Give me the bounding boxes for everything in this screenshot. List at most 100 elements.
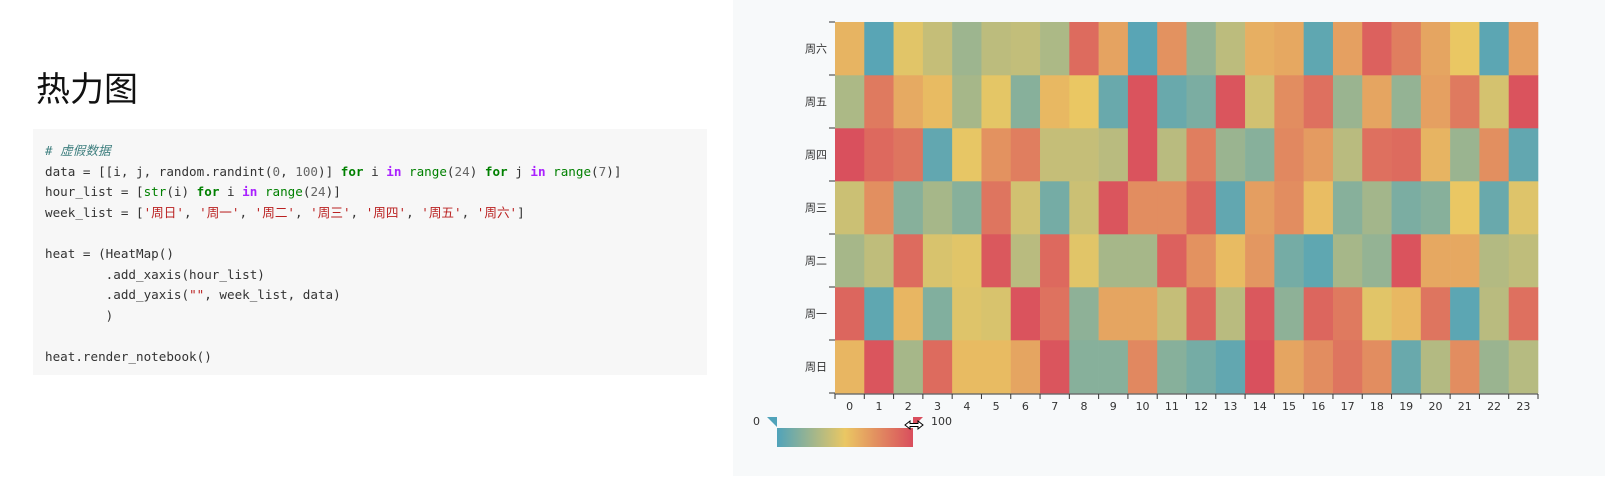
code-token: )]: [317, 163, 341, 179]
heatmap-cell: [1332, 181, 1363, 235]
heatmap-cell: [1420, 22, 1451, 76]
heatmap-cell: [922, 75, 953, 129]
heatmap-cell: [1274, 287, 1304, 341]
heatmap-cell: [1450, 181, 1480, 235]
heatmap-cell: [864, 181, 894, 235]
heatmap-cell: [922, 128, 953, 182]
code-token: '周二': [254, 204, 295, 220]
heatmap-cell: [1010, 234, 1041, 288]
heatmap-cell: [981, 340, 1012, 394]
code-token: 0: [272, 163, 281, 179]
heatmap-cell: [1127, 340, 1158, 394]
heatmap-cell: [1098, 22, 1129, 76]
code-token: [257, 184, 265, 199]
code-block[interactable]: # 虚假数据 data = [[i, j, random.randint(0, 1…: [33, 129, 707, 375]
heatmap-cell: [1450, 287, 1480, 341]
code-token: [401, 164, 409, 179]
heatmap-cell: [1303, 181, 1334, 235]
heatmap-cell: [922, 181, 953, 235]
heatmap-cell: [835, 75, 865, 129]
x-tick-label: 6: [1022, 400, 1029, 413]
heatmap-cell: [1450, 340, 1480, 394]
heatmap-cell: [893, 128, 924, 182]
code-token: in: [386, 163, 402, 179]
code-line: hour_list = [str(i) for i in range(24)]: [45, 182, 695, 203]
x-tick-label: 0: [846, 400, 853, 413]
heatmap-cell: [1450, 234, 1480, 288]
heatmap-cell: [1069, 181, 1099, 235]
code-line: heat = (HeatMap(): [45, 244, 695, 265]
x-tick-label: 4: [963, 400, 970, 413]
code-token: range: [553, 163, 592, 179]
heatmap-cell: [1040, 287, 1070, 341]
heatmap-cell: [1186, 75, 1217, 129]
code-token: '周四': [365, 204, 407, 220]
heatmap-cell: [1157, 22, 1187, 76]
heatmap-cell: [1450, 75, 1480, 129]
heatmap-cell: [1303, 234, 1334, 288]
heatmap-cell: [1069, 22, 1099, 76]
heatmap-cell: [1010, 340, 1041, 394]
heatmap-chart: 0 1 2 3 4 5 6 7 8 9 10 11 12 13 14 15 16 17 18 19 20 21 22 23周日…: [753, 21, 1539, 447]
y-tick-label: 周六: [805, 43, 827, 56]
heatmap-cell: [864, 340, 894, 394]
heatmap-cell: [1098, 181, 1129, 235]
code-token: .add_xaxis(hour_list): [45, 266, 265, 282]
heatmap-cell: [835, 181, 865, 235]
x-tick-label: 9: [1110, 400, 1117, 413]
heatmap-cell: [1332, 340, 1363, 394]
heatmap-cell: [952, 181, 982, 235]
heatmap-cell: [981, 128, 1012, 182]
x-tick-label: 20: [1428, 400, 1442, 413]
heatmap-cell: [1215, 234, 1246, 288]
heatmap-cell: [1127, 287, 1158, 341]
heatmap-cell: [1186, 181, 1217, 235]
heatmap-cell: [1479, 75, 1510, 129]
heatmap-cell: [1157, 75, 1187, 129]
heatmap-cell: [1010, 287, 1041, 341]
heatmap-cell: [1479, 287, 1510, 341]
heatmap-cell: [1215, 181, 1246, 235]
heatmap-cell: [952, 128, 982, 182]
code-token: ): [45, 307, 114, 323]
visual-map-bar[interactable]: [777, 428, 913, 447]
page-title: 热力图: [36, 70, 138, 110]
x-tick-label: 23: [1516, 400, 1530, 413]
code-token: in: [530, 163, 546, 179]
heatmap-cell: [981, 75, 1012, 129]
heatmap-cell: [1215, 287, 1246, 341]
code-line: [45, 223, 695, 244]
code-line: [45, 326, 695, 347]
heatmap-cell: [952, 234, 982, 288]
heatmap-cell: [1186, 340, 1217, 394]
heatmap-cell: [1069, 340, 1099, 394]
heatmap-cell: [893, 287, 924, 341]
resize-cursor-icon: [904, 419, 924, 431]
heatmap-cell: [981, 234, 1012, 288]
x-tick-label: 19: [1399, 400, 1413, 413]
code-line: .add_yaxis("", week_list, data): [45, 285, 695, 306]
heatmap-cell: [1098, 340, 1129, 394]
heatmap-cell: [1186, 128, 1217, 182]
heatmap-cell: [1127, 75, 1158, 129]
heatmap-cell: [952, 22, 982, 76]
code-token: (: [591, 163, 599, 179]
code-token: 24: [454, 163, 470, 179]
code-token: 24: [310, 184, 326, 200]
heatmap-cell: [1215, 75, 1246, 129]
heatmap-cell: [1479, 22, 1510, 76]
code-line: week_list = ['周日', '周一', '周二', '周三', '周四…: [45, 203, 695, 224]
y-tick-label: 周日: [805, 361, 827, 374]
code-token: 100: [295, 163, 318, 179]
heatmap-cell: [864, 234, 894, 288]
x-tick-label: 22: [1487, 400, 1501, 413]
heatmap-cell: [1362, 128, 1392, 182]
y-tick-label: 周二: [805, 255, 827, 268]
visual-map-min-handle[interactable]: [767, 417, 777, 427]
heatmap-cell: [1186, 22, 1217, 76]
heatmap-cell: [1508, 340, 1539, 394]
heatmap-cell: [1098, 287, 1129, 341]
heatmap-cell: [1420, 340, 1451, 394]
chart-output: 0 1 2 3 4 5 6 7 8 9 10 11 12 13 14 15 16 17 18 19 20 21 22 23 周日…: [733, 0, 1605, 476]
x-tick-label: 1: [875, 400, 882, 413]
